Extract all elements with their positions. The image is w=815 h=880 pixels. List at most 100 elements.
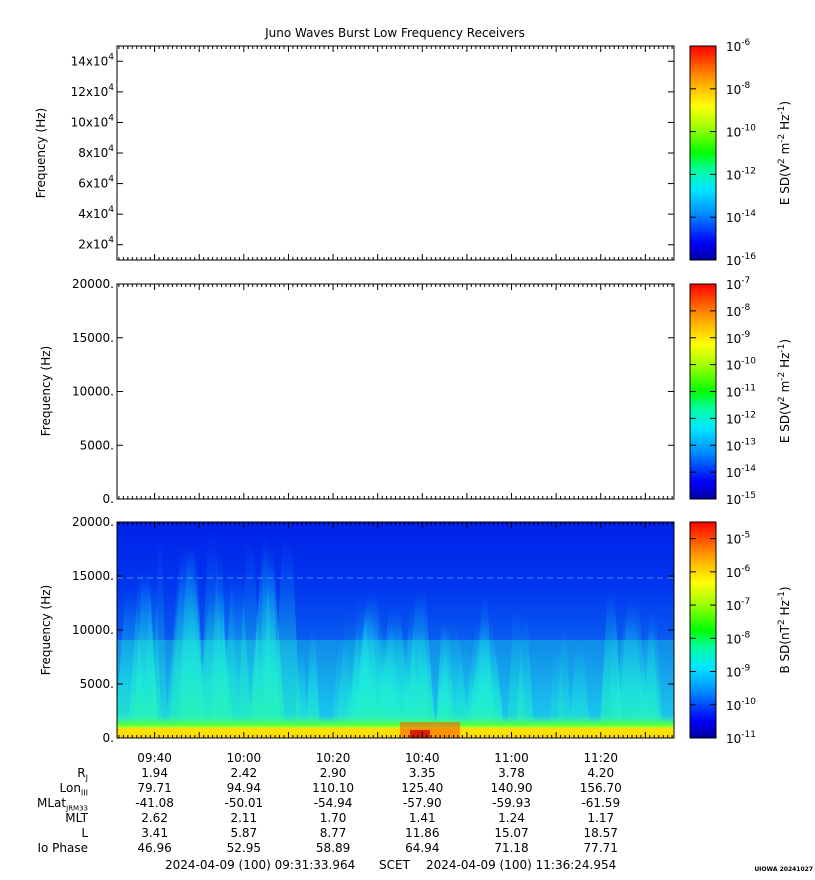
eph-value: 8.77: [319, 826, 347, 840]
svg-text:B SD(nT2 Hz-1): B SD(nT2 Hz-1): [777, 586, 792, 673]
eph-value: 18.57: [583, 826, 618, 840]
emission-burst: [305, 626, 321, 738]
emission-burst: [568, 637, 591, 738]
panel-3-colorbar: [689, 521, 717, 739]
y-tick-label: 8x104: [78, 144, 114, 160]
eph-value: 1.41: [408, 811, 436, 825]
eph-value: 5.87: [230, 826, 258, 840]
emission-burst: [272, 534, 302, 738]
panel-3: 20000. 15000. 10000. 5000. 0. Frequency (Hz)…: [39, 515, 792, 746]
emission-burst: [468, 638, 500, 738]
y-tick-label: 0.: [103, 731, 114, 745]
y-tick-label: 5000.: [80, 677, 114, 691]
eph-value: 1.70: [319, 811, 347, 825]
panel-2-ylabel: Frequency (Hz): [39, 346, 53, 437]
y-tick-label: 6x104: [78, 175, 114, 191]
emission-burst: [352, 614, 390, 738]
time-tick-label: 10:40: [405, 751, 440, 765]
y-tick-label: 12x104: [71, 83, 115, 99]
emission-burst: [152, 536, 168, 738]
eph-value: 140.90: [490, 781, 533, 795]
eph-value: 64.94: [405, 841, 440, 855]
eph-label-l: L: [81, 826, 88, 840]
panel-1: 2x104 4x104 6x104 8x104 10x104 12x104 14x104 F…: [34, 38, 792, 268]
colorbar-tick-label: 10-12: [726, 410, 756, 426]
eph-value: 125.40: [401, 781, 444, 795]
chart-title: Juno Waves Burst Low Frequency Receivers: [264, 26, 525, 40]
colorbar-tick-label: 10-6: [726, 38, 751, 54]
y-tick-label: 10x104: [71, 113, 115, 129]
y-tick-label: 10000.: [72, 385, 114, 399]
eph-value: 4.20: [587, 766, 615, 780]
eph-value: 46.96: [137, 841, 172, 855]
colorbar-tick-label: 10-8: [726, 630, 751, 646]
credit-text: UIOWA 20241027: [754, 866, 813, 873]
time-tick-label: 11:00: [494, 751, 529, 765]
panel-3-ylabel: Frequency (Hz): [39, 585, 53, 676]
eph-value: 1.94: [141, 766, 168, 780]
colorbar-tick-label: 10-7: [726, 276, 750, 292]
colorbar-tick-label: 10-5: [726, 531, 750, 547]
y-tick-label: 4x104: [78, 205, 114, 221]
panel-3-colorbar-label: B SD(nT2 Hz-1): [777, 586, 792, 673]
panel-2-colorbar-label: E SD(V2 m-2 Hz-1): [777, 339, 792, 443]
eph-value: 94.94: [226, 781, 261, 795]
eph-label-lon: LonIII: [59, 781, 89, 798]
colorbar-tick-label: 10-10: [726, 697, 756, 713]
colorbar-tick-label: 10-9: [726, 330, 751, 346]
colorbar-tick-label: 10-11: [726, 384, 756, 400]
y-tick-label: 15000.: [72, 331, 114, 345]
eph-value: 1.24: [498, 811, 525, 825]
colorbar-tick-label: 10-6: [726, 564, 751, 580]
eph-value: 11.86: [405, 826, 440, 840]
y-tick-label: 15000.: [72, 569, 114, 583]
eph-value: 77.71: [583, 841, 618, 855]
eph-value: 3.78: [498, 766, 525, 780]
panel-1-frame: [116, 45, 675, 261]
y-tick-label: 10000.: [72, 623, 114, 637]
eph-value: 52.95: [226, 841, 261, 855]
eph-value: 71.18: [494, 841, 529, 855]
eph-value: 110.10: [312, 781, 355, 795]
eph-value: 2.11: [230, 811, 258, 825]
colorbar-tick-label: 10-14: [726, 209, 756, 225]
emission-burst: [405, 631, 427, 738]
colorbar-tick-label: 10-12: [726, 166, 756, 182]
emission-burst: [331, 634, 354, 738]
panel-2: 20000. 15000. 10000. 5000. 0. Frequency (Hz)…: [39, 276, 792, 507]
emission-burst: [556, 623, 572, 738]
eph-value: -59.93: [492, 796, 531, 810]
footer-end-time: 2024-04-09 (100) 11:36:24.954: [426, 858, 617, 872]
svg-text:E SD(V2 m-2 Hz-1): E SD(V2 m-2 Hz-1): [777, 101, 792, 205]
eph-value: -54.94: [313, 796, 353, 810]
emission-burst: [263, 557, 279, 738]
panel-2-frame: [116, 283, 675, 500]
eph-label-io-phase: Io Phase: [37, 841, 88, 855]
emission-burst: [133, 572, 159, 738]
panel-1-colorbar-label: E SD(V2 m-2 Hz-1): [777, 101, 792, 205]
eph-value: 156.70: [579, 781, 622, 795]
y-tick-label: 5000.: [80, 438, 114, 452]
eph-value: 3.41: [141, 826, 168, 840]
emission-burst: [436, 621, 451, 738]
eph-value: 2.42: [230, 766, 258, 780]
eph-label-mlat: MLatJRM33: [37, 796, 88, 813]
eph-value: -41.08: [135, 796, 174, 810]
colorbar-tick-label: 10-8: [726, 81, 751, 97]
time-tick-label: 10:00: [227, 751, 262, 765]
y-tick-label: 20000.: [72, 515, 114, 529]
colorbar-tick-label: 10-13: [726, 437, 756, 453]
eph-value: -61.59: [581, 796, 621, 810]
panel-1-colorbar: [689, 45, 717, 261]
eph-label-mlt: MLT: [65, 811, 88, 825]
time-tick-label: 09:40: [137, 751, 172, 765]
colorbar-tick-label: 10-16: [726, 252, 756, 268]
eph-value: 2.90: [319, 766, 347, 780]
panel-1-ylabel: Frequency (Hz): [34, 108, 48, 199]
y-tick-label: 0.: [103, 492, 114, 506]
emission-burst: [641, 611, 664, 738]
eph-value: -50.01: [224, 796, 264, 810]
footer-start-time: 2024-04-09 (100) 09:31:33.964: [165, 858, 356, 872]
colorbar-tick-label: 10-10: [726, 124, 756, 140]
